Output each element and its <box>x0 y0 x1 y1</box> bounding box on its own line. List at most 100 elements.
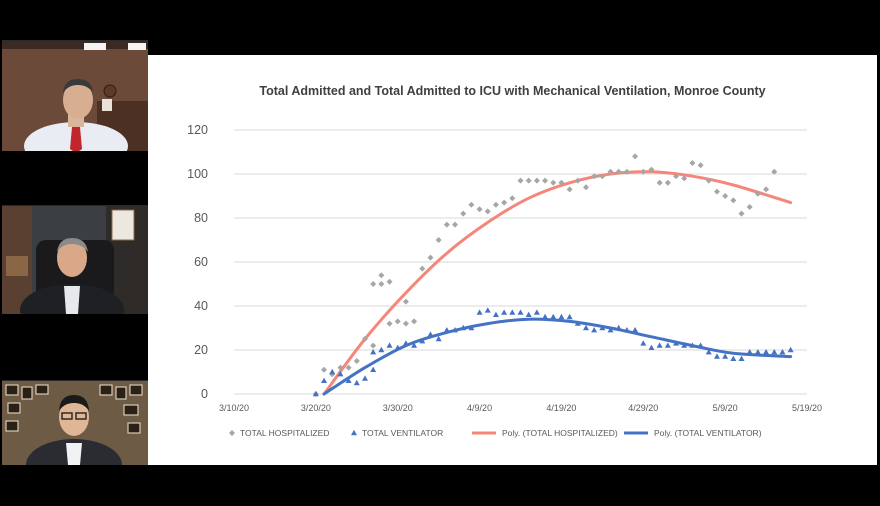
data-point-hospitalized <box>321 366 328 373</box>
y-tick-label: 120 <box>187 123 208 137</box>
data-point-ventilator <box>370 366 377 372</box>
data-point-ventilator <box>370 349 377 355</box>
data-point-ventilator <box>632 327 639 333</box>
data-point-ventilator <box>533 309 540 315</box>
data-point-hospitalized <box>582 184 589 191</box>
data-point-hospitalized <box>337 364 344 371</box>
data-point-hospitalized <box>419 265 426 272</box>
data-point-ventilator <box>361 375 368 381</box>
data-point-hospitalized <box>345 364 352 371</box>
data-point-hospitalized <box>615 168 622 175</box>
data-point-hospitalized <box>509 195 516 202</box>
data-point-hospitalized <box>713 188 720 195</box>
data-point-ventilator <box>640 340 647 346</box>
data-point-hospitalized <box>378 281 385 287</box>
data-point-hospitalized <box>402 298 409 305</box>
data-point-hospitalized <box>411 318 418 325</box>
data-point-hospitalized <box>591 173 598 180</box>
data-point-ventilator <box>443 327 450 333</box>
data-point-ventilator <box>419 338 426 344</box>
data-point-hospitalized <box>370 342 377 349</box>
legend-label: Poly. (TOTAL VENTILATOR) <box>654 428 762 438</box>
data-point-hospitalized <box>542 177 549 184</box>
data-point-hospitalized <box>673 173 680 180</box>
legend-marker <box>351 429 357 436</box>
data-point-ventilator <box>763 349 770 355</box>
y-tick-label: 0 <box>201 387 208 401</box>
data-point-ventilator <box>558 313 565 320</box>
data-point-hospitalized <box>574 177 581 184</box>
data-point-hospitalized <box>640 168 647 175</box>
y-tick-label: 80 <box>194 211 208 225</box>
data-point-hospitalized <box>378 272 385 279</box>
data-point-hospitalized <box>386 320 393 327</box>
data-point-ventilator <box>738 355 745 361</box>
data-point-hospitalized <box>681 175 688 182</box>
data-point-hospitalized <box>771 168 778 175</box>
data-point-ventilator <box>689 342 696 348</box>
participant-video-tile-2[interactable] <box>2 205 148 314</box>
data-point-hospitalized <box>501 199 508 206</box>
legend-label: Poly. (TOTAL HOSPITALIZED) <box>502 428 618 438</box>
data-point-hospitalized <box>599 173 606 180</box>
data-point-hospitalized <box>468 201 475 208</box>
legend-marker <box>229 430 235 436</box>
data-point-ventilator <box>713 353 720 359</box>
data-point-ventilator <box>517 309 524 315</box>
data-point-hospitalized <box>492 201 499 208</box>
data-point-ventilator <box>476 309 483 315</box>
data-point-ventilator <box>656 342 663 348</box>
person-head <box>63 81 93 119</box>
data-point-ventilator <box>754 349 761 355</box>
data-point-hospitalized <box>697 162 704 169</box>
x-tick-label: 5/19/20 <box>792 403 822 413</box>
trendline-series <box>322 317 793 396</box>
data-point-ventilator <box>345 377 352 383</box>
data-point-hospitalized <box>533 177 540 184</box>
data-point-hospitalized <box>386 278 393 285</box>
y-tick-label: 20 <box>194 343 208 357</box>
data-point-ventilator <box>582 324 589 331</box>
chart-plot: 0 20 40 60 80 100 120 3/10/20 3/20/20 3/30/20 4/9/… <box>187 123 822 438</box>
data-point-hospitalized <box>558 179 565 186</box>
chart-slide: Total Admitted and Total Admitted to ICU… <box>148 55 877 465</box>
data-point-ventilator <box>779 349 786 355</box>
person-head <box>57 239 87 277</box>
data-point-ventilator <box>722 353 729 359</box>
data-point-hospitalized <box>353 358 360 364</box>
participant-video-tile-3[interactable] <box>2 380 148 465</box>
data-point-ventilator <box>394 344 401 350</box>
data-point-hospitalized <box>705 177 712 184</box>
data-point-hospitalized <box>763 186 770 193</box>
data-point-hospitalized <box>427 254 434 261</box>
data-point-ventilator <box>460 324 467 331</box>
data-point-ventilator <box>353 379 360 386</box>
data-point-hospitalized <box>632 153 639 160</box>
person-head <box>59 398 89 436</box>
data-point-hospitalized <box>623 168 630 175</box>
participant-video-tile-1[interactable] <box>2 40 148 151</box>
wall-frames <box>5 384 143 434</box>
data-point-ventilator <box>599 324 606 331</box>
data-point-hospitalized <box>460 210 467 217</box>
x-tick-label: 3/30/20 <box>383 403 413 413</box>
chart-title: Total Admitted and Total Admitted to ICU… <box>259 84 766 98</box>
legend-label: TOTAL HOSPITALIZED <box>240 428 329 438</box>
data-point-ventilator <box>648 344 655 350</box>
data-point-ventilator <box>411 342 418 348</box>
data-point-ventilator <box>566 313 573 320</box>
data-point-hospitalized <box>402 320 409 327</box>
data-point-ventilator <box>574 320 581 326</box>
data-point-ventilator <box>468 324 475 331</box>
data-point-ventilator <box>705 349 712 355</box>
data-point-ventilator <box>771 349 778 355</box>
data-point-hospitalized <box>648 166 655 173</box>
x-tick-label: 5/9/20 <box>713 403 738 413</box>
data-point-ventilator <box>746 349 753 355</box>
y-tick-label: 60 <box>194 255 208 269</box>
data-point-hospitalized <box>722 193 729 199</box>
data-point-hospitalized <box>361 336 368 342</box>
data-point-hospitalized <box>550 179 557 186</box>
data-point-ventilator <box>525 311 532 317</box>
x-tick-label: 3/20/20 <box>301 403 331 413</box>
